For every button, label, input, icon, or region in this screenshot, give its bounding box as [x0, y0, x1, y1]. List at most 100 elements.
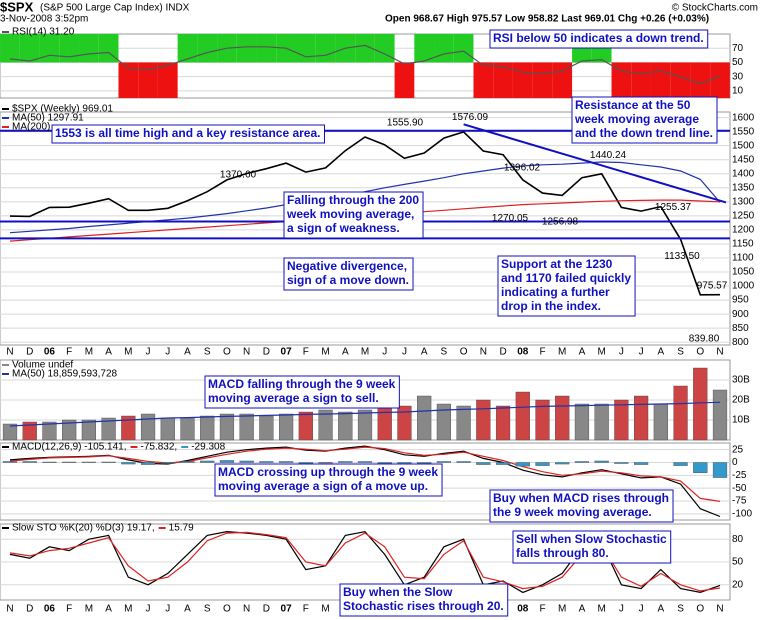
x-tick-label: 07	[281, 347, 293, 358]
annotation-box	[339, 583, 509, 617]
y-tick-label: -25	[732, 470, 747, 481]
bar	[417, 462, 432, 464]
legend-label: $SPX (Weekly) 969.01	[12, 104, 113, 115]
x-tick-label: N	[716, 604, 723, 615]
bar	[456, 405, 471, 441]
series-line	[9, 401, 721, 427]
x-tick-label: 06	[44, 604, 56, 615]
x-tick-label: J	[146, 604, 151, 615]
x-tick-label: S	[677, 347, 684, 358]
source: © StockCharts.com	[672, 3, 758, 14]
rsi-block	[138, 62, 158, 98]
x-tick-label: F	[66, 347, 72, 358]
y-tick-label: 0	[732, 457, 738, 468]
rsi-block	[631, 62, 651, 98]
bar	[712, 389, 728, 441]
rsi-block	[315, 34, 336, 63]
x-tick-label: A	[657, 604, 664, 615]
annotation-box	[283, 191, 424, 239]
series-line	[9, 445, 721, 518]
rsi-block	[670, 62, 691, 98]
bar	[239, 413, 254, 441]
x-tick-label: A	[184, 347, 191, 358]
annotation-text: indicating a further	[501, 285, 610, 299]
price-label: 1396.02	[504, 163, 541, 174]
bar	[634, 395, 649, 441]
annotation-text: the 9 week moving average.	[493, 505, 652, 519]
x-tick-label: J	[619, 347, 624, 358]
bar	[180, 461, 195, 463]
y-tick-label: 1350	[732, 182, 755, 193]
bar	[2, 423, 18, 441]
y-tick-label: 1250	[732, 211, 755, 222]
x-tick-label: F	[539, 604, 545, 615]
x-tick-label: N	[480, 347, 487, 358]
annotation-text: and the down trend line.	[575, 126, 713, 140]
bar	[279, 461, 294, 463]
bar	[535, 462, 550, 466]
rsi-block	[79, 34, 99, 63]
x-tick-label: A	[579, 347, 586, 358]
y-tick-label: 1300	[732, 196, 755, 207]
rsi-block	[256, 34, 277, 63]
bar	[279, 413, 294, 441]
quote: Open 968.67 High 975.57 Low 958.82 Last …	[385, 14, 709, 25]
bar	[2, 461, 18, 463]
series-line	[9, 446, 721, 502]
y-tick-label: 20B	[732, 395, 750, 406]
bar	[515, 391, 530, 441]
x-tick-label: M	[558, 347, 566, 358]
annotation-text: MACD crossing up through the 9 week	[218, 465, 438, 479]
annotation: MACD crossing up through the 9 weekmovin…	[214, 463, 443, 497]
x-tick-label: N	[243, 347, 250, 358]
x-tick-label: M	[124, 604, 132, 615]
bar	[219, 460, 235, 463]
rsi-block	[611, 62, 632, 98]
rsi-block	[473, 62, 494, 98]
bar	[495, 405, 511, 441]
bar	[259, 461, 274, 463]
x-tick-label: J	[619, 604, 624, 615]
x-tick-label: J	[402, 347, 407, 358]
bar	[594, 403, 609, 441]
x-tick-label: F	[66, 604, 72, 615]
annotation-text: sign of a move down.	[287, 273, 409, 287]
x-tick-label: M	[85, 347, 93, 358]
x-tick-label: J	[146, 347, 151, 358]
y-tick-label: 1600	[732, 112, 755, 123]
x-tick-label: A	[105, 347, 112, 358]
x-tick-label: A	[421, 347, 428, 358]
y-tick-label: -75	[732, 496, 747, 507]
bar	[101, 461, 116, 463]
annotation-text: MACD falling through the 9 week	[208, 377, 396, 391]
x-tick-label: N	[6, 347, 13, 358]
bar	[81, 419, 96, 441]
rsi-block	[157, 62, 178, 98]
bar	[653, 403, 668, 441]
y-tick-label: 1000	[732, 281, 755, 292]
y-tick-label: 1150	[732, 239, 754, 250]
bar	[555, 395, 570, 441]
annotation-box	[571, 96, 718, 144]
y-tick-label: 1200	[732, 225, 755, 236]
y-tick-label: 50	[732, 557, 744, 568]
bar	[42, 461, 57, 463]
y-tick-label: 1050	[732, 267, 755, 278]
rsi-block	[355, 34, 375, 63]
rsi-block	[295, 34, 316, 63]
rsi-block	[39, 34, 60, 63]
rsi-block	[236, 34, 257, 63]
rsi-block	[414, 34, 435, 63]
price-label: 1255.37	[655, 202, 692, 213]
bar	[515, 462, 530, 467]
annotation-text: Sell when Slow Stochastic	[516, 532, 667, 546]
y-tick-label: 800	[732, 337, 749, 348]
annotation-text: Negative divergence,	[287, 259, 407, 273]
legend-label: Slow STO %K(20) %D(3) 19.17,	[12, 523, 155, 534]
x-tick-label: M	[597, 604, 605, 615]
annotation: 1553 is all time high and a key resistan…	[51, 124, 325, 144]
